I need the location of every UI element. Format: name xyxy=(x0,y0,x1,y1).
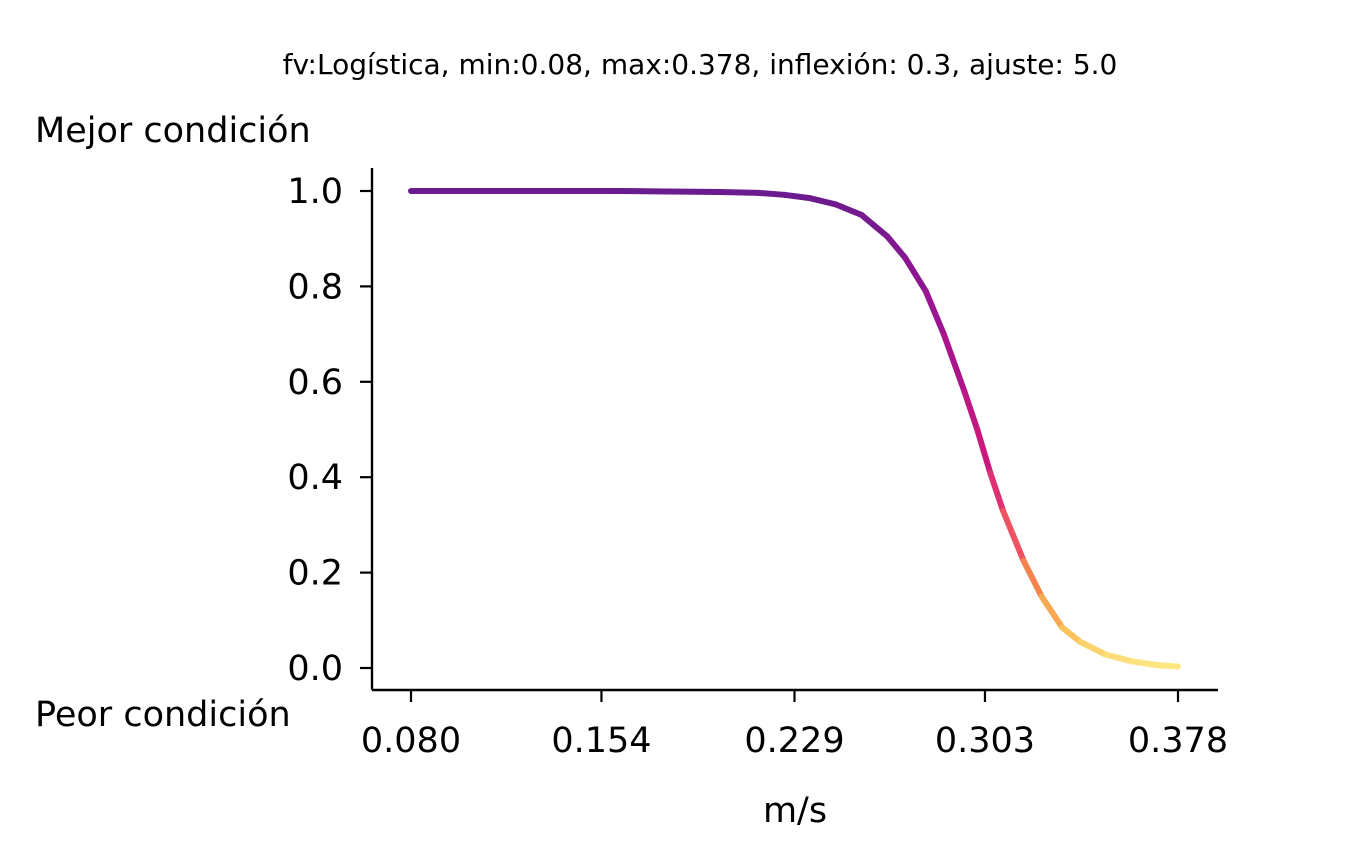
line-segment xyxy=(974,426,994,476)
line-segment xyxy=(940,331,968,395)
x-tick-label: 0.303 xyxy=(935,721,1035,761)
line-segment xyxy=(1038,593,1066,631)
line-segment xyxy=(961,388,981,433)
top-condition-label: Mejor condición xyxy=(35,111,311,151)
chart-title: fv:Logística, min:0.08, max:0.378, infle… xyxy=(283,48,1118,81)
line-segment xyxy=(1102,651,1135,665)
line-segment xyxy=(716,188,762,196)
line-segment xyxy=(922,288,947,338)
line-segment xyxy=(1077,638,1109,658)
x-axis-ticks: 0.080 0.154 0.229 0.303 0.378 xyxy=(361,690,1228,761)
line-segment xyxy=(781,191,813,202)
line-segment xyxy=(1128,658,1161,669)
bottom-condition-label: Peor condición xyxy=(35,695,291,735)
line-segment xyxy=(832,201,865,218)
y-tick-label: 0.4 xyxy=(287,458,343,498)
line-segment xyxy=(884,233,909,261)
y-tick-label: 0.2 xyxy=(287,554,343,594)
y-tick-label: 0.0 xyxy=(287,649,343,689)
y-tick-label: 0.6 xyxy=(287,363,343,403)
line-segment xyxy=(806,195,839,208)
x-tick-label: 0.154 xyxy=(551,721,651,761)
line-segment xyxy=(755,189,788,198)
x-tick-label: 0.080 xyxy=(361,721,461,761)
line-segment xyxy=(858,211,891,240)
line-segment xyxy=(1059,624,1084,645)
line-segment xyxy=(987,469,1006,514)
x-tick-label: 0.378 xyxy=(1128,721,1228,761)
line-segment xyxy=(999,507,1027,564)
line-segment xyxy=(902,254,929,295)
y-tick-label: 0.8 xyxy=(287,267,343,307)
x-axis-label: m/s xyxy=(763,791,827,831)
x-tick-label: 0.229 xyxy=(744,721,844,761)
line-segment xyxy=(1154,662,1181,670)
line-segment xyxy=(1020,557,1045,600)
data-line xyxy=(408,188,1181,670)
y-axis-ticks: 0.0 0.2 0.4 0.6 0.8 1.0 xyxy=(287,172,372,689)
y-tick-label: 1.0 xyxy=(287,172,343,212)
